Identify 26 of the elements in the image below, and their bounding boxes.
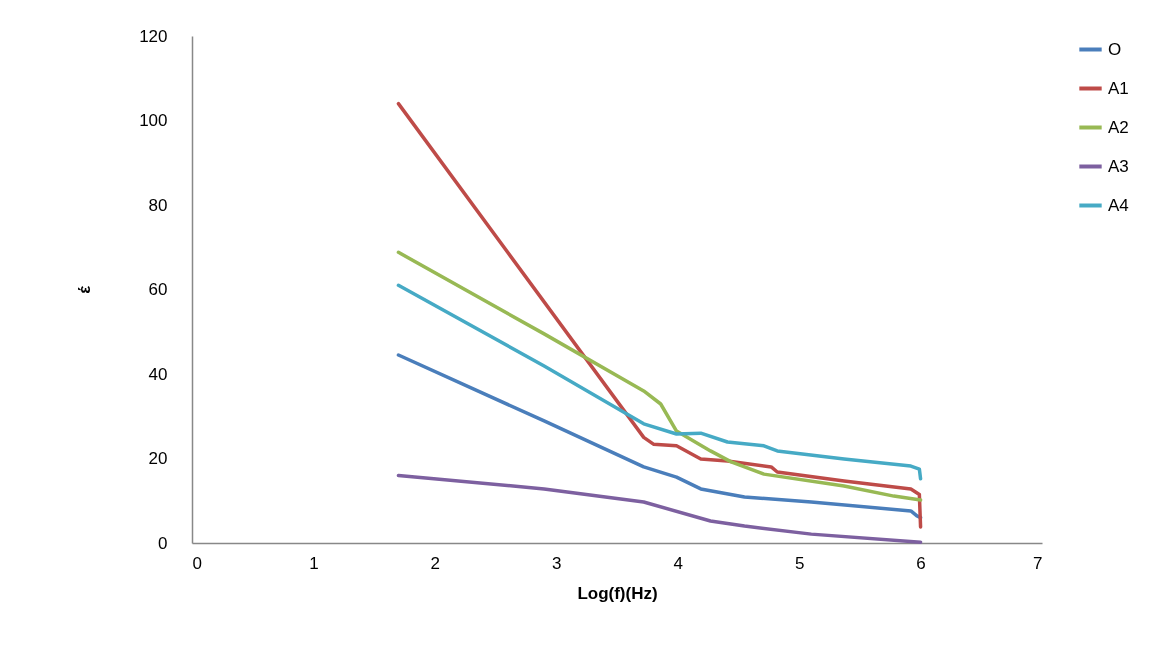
y-tick-label: 120 bbox=[139, 26, 168, 46]
line-series bbox=[396, 473, 923, 544]
x-tick-label: 0 bbox=[192, 553, 202, 573]
legend-label: A2 bbox=[1108, 117, 1129, 137]
x-tick-label: 1 bbox=[309, 553, 319, 573]
legend-label: A1 bbox=[1108, 78, 1129, 98]
y-tick-label: 80 bbox=[148, 195, 168, 215]
y-tick-label: 60 bbox=[148, 280, 168, 299]
x-tick-label: 7 bbox=[1033, 553, 1043, 573]
x-tick-label: 5 bbox=[794, 553, 805, 573]
y-tick-label: 100 bbox=[139, 111, 168, 130]
x-tick-label: 4 bbox=[673, 553, 683, 573]
legend-label: O bbox=[1108, 39, 1122, 59]
y-axis-title: έ bbox=[75, 285, 95, 294]
line-series bbox=[396, 250, 923, 502]
y-tick-label: 20 bbox=[148, 449, 168, 468]
x-axis-title: Log(f)(Hz) bbox=[577, 583, 658, 603]
line-series bbox=[396, 283, 923, 481]
x-tick-label: 6 bbox=[916, 553, 926, 573]
x-tick-label: 3 bbox=[552, 553, 562, 573]
y-tick-label: 0 bbox=[158, 533, 168, 553]
x-tick-label: 2 bbox=[430, 553, 441, 573]
legend-label: A4 bbox=[1108, 195, 1129, 215]
y-tick-label: 40 bbox=[148, 364, 168, 384]
legend-label: A3 bbox=[1108, 156, 1129, 176]
line-series bbox=[396, 101, 923, 529]
